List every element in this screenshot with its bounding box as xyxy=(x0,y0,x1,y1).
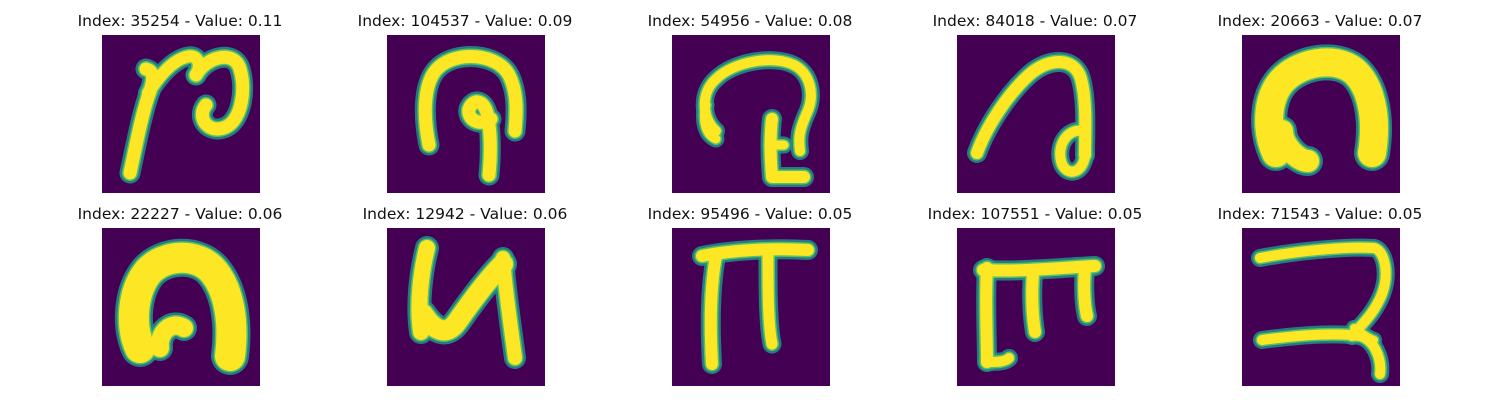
glyph-image xyxy=(957,228,1115,386)
panel-title: Index: 84018 - Value: 0.07 xyxy=(932,12,1138,30)
image-panel: Index: 104537 - Value: 0.09 xyxy=(315,11,615,201)
panel-title: Index: 22227 - Value: 0.06 xyxy=(77,205,283,223)
image-panel: Index: 12942 - Value: 0.06 xyxy=(315,204,615,394)
glyph-image xyxy=(672,228,830,386)
glyph-image xyxy=(102,228,260,386)
image-panel: Index: 84018 - Value: 0.07 xyxy=(885,11,1185,201)
glyph-strokes xyxy=(114,238,251,375)
glyph-strokes xyxy=(1251,238,1395,383)
image-panel: Index: 71543 - Value: 0.05 xyxy=(1170,204,1470,394)
glyph-strokes xyxy=(973,256,1105,372)
image-panel: Index: 107551 - Value: 0.05 xyxy=(885,204,1185,394)
panel-title: Index: 71543 - Value: 0.05 xyxy=(1217,205,1423,223)
glyph-image xyxy=(387,228,545,386)
panel-title: Index: 95496 - Value: 0.05 xyxy=(647,205,853,223)
glyph-image xyxy=(387,35,545,193)
glyph-strokes xyxy=(967,52,1096,181)
panel-title: Index: 107551 - Value: 0.05 xyxy=(927,205,1143,223)
image-panel: Index: 95496 - Value: 0.05 xyxy=(600,204,900,394)
glyph-strokes xyxy=(695,51,820,187)
panel-title: Index: 12942 - Value: 0.06 xyxy=(362,205,568,223)
image-panel: Index: 20663 - Value: 0.07 xyxy=(1170,11,1470,201)
glyph-image xyxy=(1242,35,1400,193)
panel-title: Index: 54956 - Value: 0.08 xyxy=(647,12,853,30)
glyph-strokes xyxy=(414,46,527,186)
glyph-image xyxy=(672,35,830,193)
glyph-image xyxy=(102,35,260,193)
image-panel: Index: 22227 - Value: 0.06 xyxy=(30,204,330,394)
panel-title: Index: 35254 - Value: 0.11 xyxy=(77,12,283,30)
glyph-strokes xyxy=(407,236,526,369)
glyph-image xyxy=(1242,228,1400,386)
glyph-strokes xyxy=(119,46,254,184)
glyph-image xyxy=(957,35,1115,193)
image-panel: Index: 35254 - Value: 0.11 xyxy=(30,11,330,201)
panel-title: Index: 104537 - Value: 0.09 xyxy=(357,12,573,30)
glyph-strokes xyxy=(1251,44,1392,176)
panel-title: Index: 20663 - Value: 0.07 xyxy=(1217,12,1423,30)
image-panel: Index: 54956 - Value: 0.08 xyxy=(600,11,900,201)
glyph-strokes xyxy=(692,239,818,374)
